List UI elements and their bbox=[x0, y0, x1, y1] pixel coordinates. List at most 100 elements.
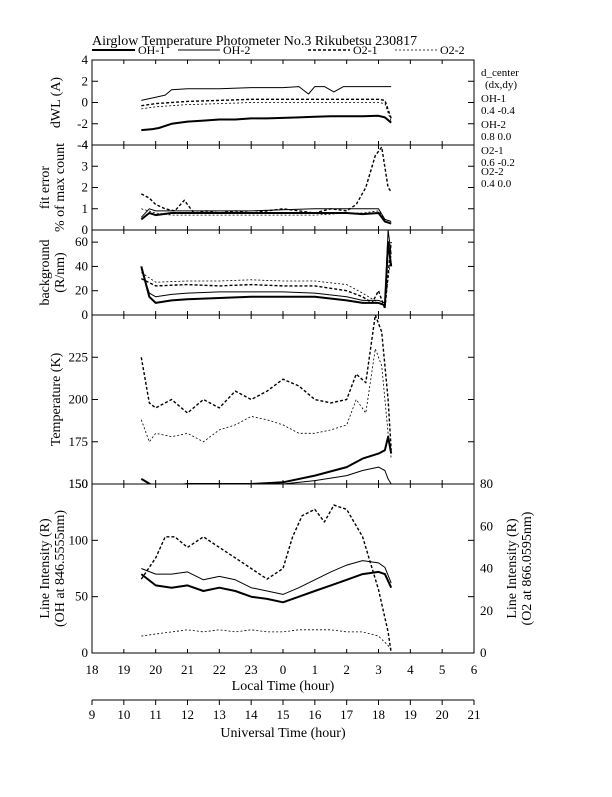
ut-tick-label: 18 bbox=[372, 707, 385, 722]
y-tick-label: 0 bbox=[82, 307, 89, 322]
ut-tick-label: 10 bbox=[117, 707, 130, 722]
series-o2-1-panel-1 bbox=[141, 98, 392, 119]
series-o2-1-panel-2 bbox=[140, 146, 392, 214]
series-oh-1-panel-2 bbox=[140, 212, 392, 225]
series-o2-2-panel-1 bbox=[141, 102, 392, 122]
y-tick-label: 150 bbox=[69, 476, 89, 491]
x-local-tick-label: 1 bbox=[312, 662, 319, 677]
x-local-tick-label: 19 bbox=[117, 662, 130, 677]
y-axis-title: fit error bbox=[38, 166, 53, 209]
d-center-entry-name: OH-2 bbox=[481, 119, 506, 131]
x-local-tick-label: 5 bbox=[439, 662, 446, 677]
series-o2-1-panel-3 bbox=[140, 242, 392, 310]
series-oh-2-panel-4 bbox=[241, 466, 392, 484]
d-center-entry-value: 0.4 0.0 bbox=[481, 178, 512, 190]
y-tick-label: 0 bbox=[82, 222, 89, 237]
x-local-axis-title: Local Time (hour) bbox=[232, 679, 335, 694]
y2-tick-label: 0 bbox=[480, 645, 487, 660]
y2-axis-subtitle: (O2 at 866.0595nm) bbox=[520, 511, 535, 625]
y-tick-label: 200 bbox=[69, 392, 89, 407]
ut-tick-label: 9 bbox=[89, 707, 96, 722]
legend-label-oh-1: OH-1 bbox=[138, 43, 165, 57]
d-center-heading: d_center bbox=[481, 67, 519, 79]
x-local-tick-label: 3 bbox=[375, 662, 382, 677]
d-center-entry-name: OH-1 bbox=[481, 93, 506, 105]
y-axis-title: dWL (A) bbox=[49, 77, 64, 129]
ut-tick-label: 16 bbox=[308, 707, 322, 722]
y-tick-label: 0 bbox=[82, 95, 89, 110]
series-oh-2-panel-3 bbox=[140, 230, 392, 304]
series-o2-2-panel-3 bbox=[141, 254, 392, 306]
panel-frame-5 bbox=[91, 483, 475, 654]
y-tick-label: 60 bbox=[75, 234, 88, 249]
y-tick-label: -4 bbox=[77, 137, 88, 152]
y2-tick-label: 80 bbox=[480, 476, 493, 491]
y-tick-label: 4 bbox=[82, 52, 89, 67]
y-axis-subtitle: % of max count bbox=[53, 143, 68, 232]
y-tick-label: -2 bbox=[77, 116, 88, 131]
series-oh-2-panel-1 bbox=[141, 86, 392, 101]
data-series bbox=[140, 86, 393, 653]
ut-axis-title: Universal Time (hour) bbox=[220, 726, 346, 741]
ut-tick-label: 15 bbox=[277, 707, 290, 722]
y-tick-label: 40 bbox=[75, 258, 88, 273]
x-local-tick-label: 4 bbox=[407, 662, 414, 677]
x-local-tick-label: 6 bbox=[471, 662, 478, 677]
d-center-entry-name: O2-1 bbox=[481, 145, 504, 157]
d-center-entry-value: 0.8 0.0 bbox=[481, 131, 512, 143]
y-tick-label: 225 bbox=[69, 349, 89, 364]
ut-tick-label: 14 bbox=[245, 707, 259, 722]
ut-tick-label: 13 bbox=[213, 707, 226, 722]
series-oh-2-panel-5 bbox=[141, 560, 392, 595]
d-center-entry-name: O2-2 bbox=[481, 166, 504, 178]
y-tick-label: 150 bbox=[69, 476, 89, 491]
x-local-tick-label: 21 bbox=[181, 662, 194, 677]
y-axis-title: Line Intensity (R) bbox=[38, 518, 53, 619]
ut-tick-label: 12 bbox=[181, 707, 194, 722]
y-axis-title: Temperature (K) bbox=[49, 352, 64, 446]
x-local-tick-label: 23 bbox=[245, 662, 258, 677]
panel-frame-2 bbox=[91, 144, 475, 231]
y-tick-label: 100 bbox=[69, 532, 89, 547]
series-oh-1-panel-1 bbox=[141, 114, 392, 132]
x-local-tick-label: 20 bbox=[149, 662, 162, 677]
legend-label-o2-1: O2-1 bbox=[353, 43, 378, 57]
y-axis-title: background bbox=[38, 239, 53, 305]
series-o2-1-panel-4 bbox=[140, 315, 392, 451]
y-tick-label: 50 bbox=[75, 589, 88, 604]
legend-label-o2-2: O2-2 bbox=[440, 43, 465, 57]
panel-frame-3 bbox=[91, 229, 475, 316]
x-local-tick-label: 18 bbox=[86, 662, 99, 677]
series-o2-2-panel-5 bbox=[141, 629, 392, 650]
y-axis-subtitle: (R/nm) bbox=[53, 252, 68, 293]
x-local-tick-label: 0 bbox=[280, 662, 287, 677]
series-oh-1-panel-5 bbox=[140, 570, 393, 604]
y-tick-label: 20 bbox=[75, 283, 88, 298]
y-tick-label: 4 bbox=[82, 137, 89, 152]
y-tick-label: 2 bbox=[82, 180, 89, 195]
y-axis-subtitle: (OH at 846.5555nm) bbox=[53, 510, 68, 627]
series-o2-2-panel-4 bbox=[140, 348, 392, 459]
ut-tick-label: 11 bbox=[149, 707, 162, 722]
d-center-entry-value: 0.6 -0.2 bbox=[481, 157, 515, 169]
y-tick-label: 1 bbox=[82, 201, 89, 216]
axis-ticks bbox=[91, 59, 475, 705]
ut-tick-label: 21 bbox=[468, 707, 481, 722]
d-center-entry-value: 0.4 -0.4 bbox=[481, 105, 515, 117]
series-oh-1-panel-4 bbox=[140, 435, 393, 484]
series-oh-1-panel-3 bbox=[140, 241, 393, 307]
y-tick-label: 2 bbox=[82, 73, 89, 88]
chart-title: Airglow Temperature Photometer No.3 Riku… bbox=[92, 34, 417, 49]
ut-tick-label: 17 bbox=[340, 707, 354, 722]
legend-label-oh-2: OH-2 bbox=[223, 43, 250, 57]
ut-tick-label: 19 bbox=[404, 707, 417, 722]
d-center-sub: (dx,dy) bbox=[485, 79, 517, 91]
y2-axis-title: Line Intensity (R) bbox=[505, 518, 520, 619]
x-local-tick-label: 22 bbox=[213, 662, 226, 677]
y2-tick-label: 60 bbox=[480, 518, 493, 533]
y-tick-label: 0 bbox=[82, 645, 89, 660]
x-local-tick-label: 2 bbox=[343, 662, 350, 677]
